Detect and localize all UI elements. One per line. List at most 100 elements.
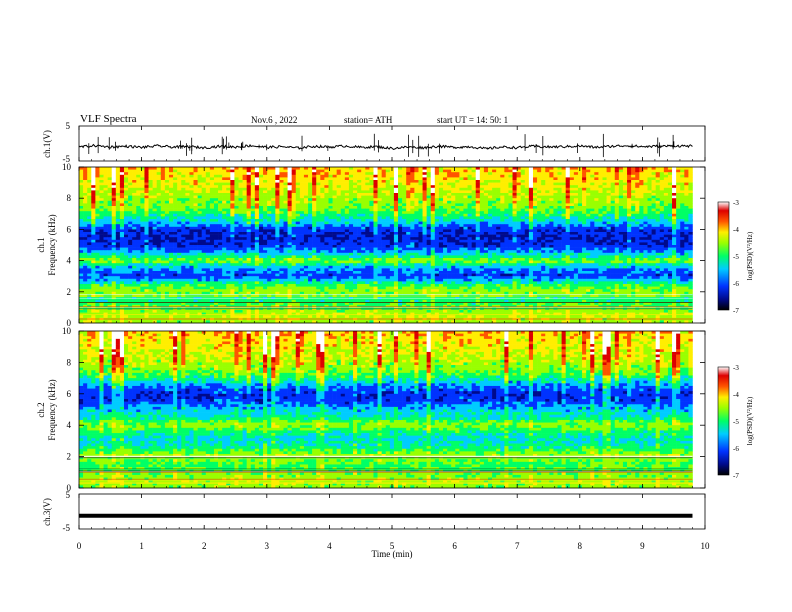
spectrogram-cell xyxy=(87,216,92,220)
spectrogram-cell xyxy=(667,187,673,191)
spectrogram-cell xyxy=(279,206,284,209)
spectrogram-cell xyxy=(83,250,88,254)
spectrogram-cell xyxy=(226,216,231,220)
spectrogram-cell xyxy=(622,211,628,215)
spectrogram-cell xyxy=(541,206,546,209)
spectrogram-cell xyxy=(164,226,170,230)
spectrogram-cell xyxy=(672,213,677,217)
spectrogram-cell xyxy=(152,239,158,243)
spectrogram-cell xyxy=(598,250,603,254)
spectrogram-cell xyxy=(663,200,669,204)
spectrogram-cell xyxy=(332,239,337,243)
spectrogram-cell xyxy=(99,208,104,212)
spectrogram-cell xyxy=(222,174,227,178)
spectrogram-cell xyxy=(344,234,350,238)
spectrogram-cell xyxy=(590,245,595,248)
spectrogram-cell xyxy=(398,221,403,225)
spectrogram-cell xyxy=(381,174,387,178)
spectrogram-cell xyxy=(295,203,301,207)
spectrogram-cell xyxy=(680,237,685,241)
spectrogram-cell xyxy=(573,198,579,202)
spectrogram-cell xyxy=(434,172,440,176)
spectrogram-cell xyxy=(602,200,607,204)
spectrogram-cell xyxy=(496,247,501,251)
spectrogram-cell xyxy=(430,226,436,230)
spectrogram-cell xyxy=(222,221,227,225)
spectrogram-cell xyxy=(398,242,403,246)
spectrogram-cell xyxy=(181,219,186,222)
spectrogram-cell xyxy=(107,237,113,241)
spectrogram-cell xyxy=(500,198,505,202)
spectrogram-cell xyxy=(602,187,607,191)
spectrogram-cell xyxy=(447,180,452,183)
spectrogram-cell xyxy=(688,177,693,181)
spectrogram-cell xyxy=(537,211,542,215)
spectrogram-cell xyxy=(627,206,632,209)
spectrogram-cell xyxy=(79,216,84,220)
spectrogram-cell xyxy=(516,242,522,246)
spectrogram-cell xyxy=(577,193,583,196)
spectrogram-cell xyxy=(324,242,329,246)
spectrogram-cell xyxy=(152,250,158,254)
spectrogram-cell xyxy=(475,190,481,194)
spectrogram-cell xyxy=(508,213,513,217)
spectrogram-cell xyxy=(647,213,652,217)
spectrogram-cell xyxy=(254,187,260,191)
spectrogram-cell xyxy=(230,224,235,228)
spectrogram-cell xyxy=(136,203,141,207)
spectrogram-cell xyxy=(639,174,644,178)
spectrogram-cell xyxy=(463,169,468,173)
spectrogram-cell xyxy=(373,169,378,173)
spectrogram-cell xyxy=(344,239,350,243)
spectrogram-cell xyxy=(492,221,497,225)
spectrogram-cell xyxy=(168,219,174,222)
spectrogram-cell xyxy=(226,237,231,241)
spectrogram-cell xyxy=(545,169,550,173)
spectrogram-cell xyxy=(132,245,137,248)
spectrogram-cell xyxy=(336,172,342,176)
spectrogram-cell xyxy=(279,219,284,222)
spectrogram-cell xyxy=(107,247,113,251)
spectrogram-cell xyxy=(451,180,456,183)
spectrogram-cell xyxy=(496,185,501,189)
spectrogram-cell xyxy=(393,167,399,170)
spectrogram-cell xyxy=(512,182,517,186)
spectrogram-cell xyxy=(193,245,198,248)
spectrogram-cell xyxy=(434,203,440,207)
spectrogram-cell xyxy=(312,224,317,228)
spectrogram-cell xyxy=(680,208,685,212)
spectrogram-cell xyxy=(639,237,644,241)
spectrogram-cell xyxy=(181,250,186,254)
spectrogram-cell xyxy=(258,206,264,209)
spectrogram-cell xyxy=(136,208,141,212)
spectrogram-cell xyxy=(312,216,317,220)
spectrogram-cell xyxy=(91,213,96,217)
spectrogram-cell xyxy=(569,174,575,178)
spectrogram-cell xyxy=(213,245,219,248)
spectrogram-cell xyxy=(213,200,219,204)
spectrogram-cell xyxy=(267,242,272,246)
spectrogram-cell xyxy=(504,237,509,241)
spectrogram-cell xyxy=(479,226,485,230)
spectrogram-cell xyxy=(455,247,460,251)
spectrogram-cell xyxy=(328,224,333,228)
spectrogram-cell xyxy=(258,216,264,220)
spectrogram-cell xyxy=(635,206,640,209)
spectrogram-cell xyxy=(79,198,84,202)
spectrogram-cell xyxy=(250,221,256,225)
spectrogram-cell xyxy=(365,203,370,207)
spectrogram-cell xyxy=(283,169,288,173)
spectrogram-cell xyxy=(463,242,468,246)
spectrogram-cell xyxy=(230,169,235,173)
spectrogram-cell xyxy=(267,234,272,238)
spectrogram-cell xyxy=(242,245,247,248)
spectrogram-cell xyxy=(520,237,526,241)
spectrogram-cell xyxy=(451,239,456,243)
spectrogram-cell xyxy=(496,237,501,241)
spectrogram-cell xyxy=(672,245,677,248)
spectrogram-cell xyxy=(377,232,382,235)
spectrogram-cell xyxy=(173,213,178,217)
spectrogram-cell xyxy=(263,211,268,215)
spectrogram-cell xyxy=(663,247,669,251)
spectrogram-cell xyxy=(107,226,113,230)
